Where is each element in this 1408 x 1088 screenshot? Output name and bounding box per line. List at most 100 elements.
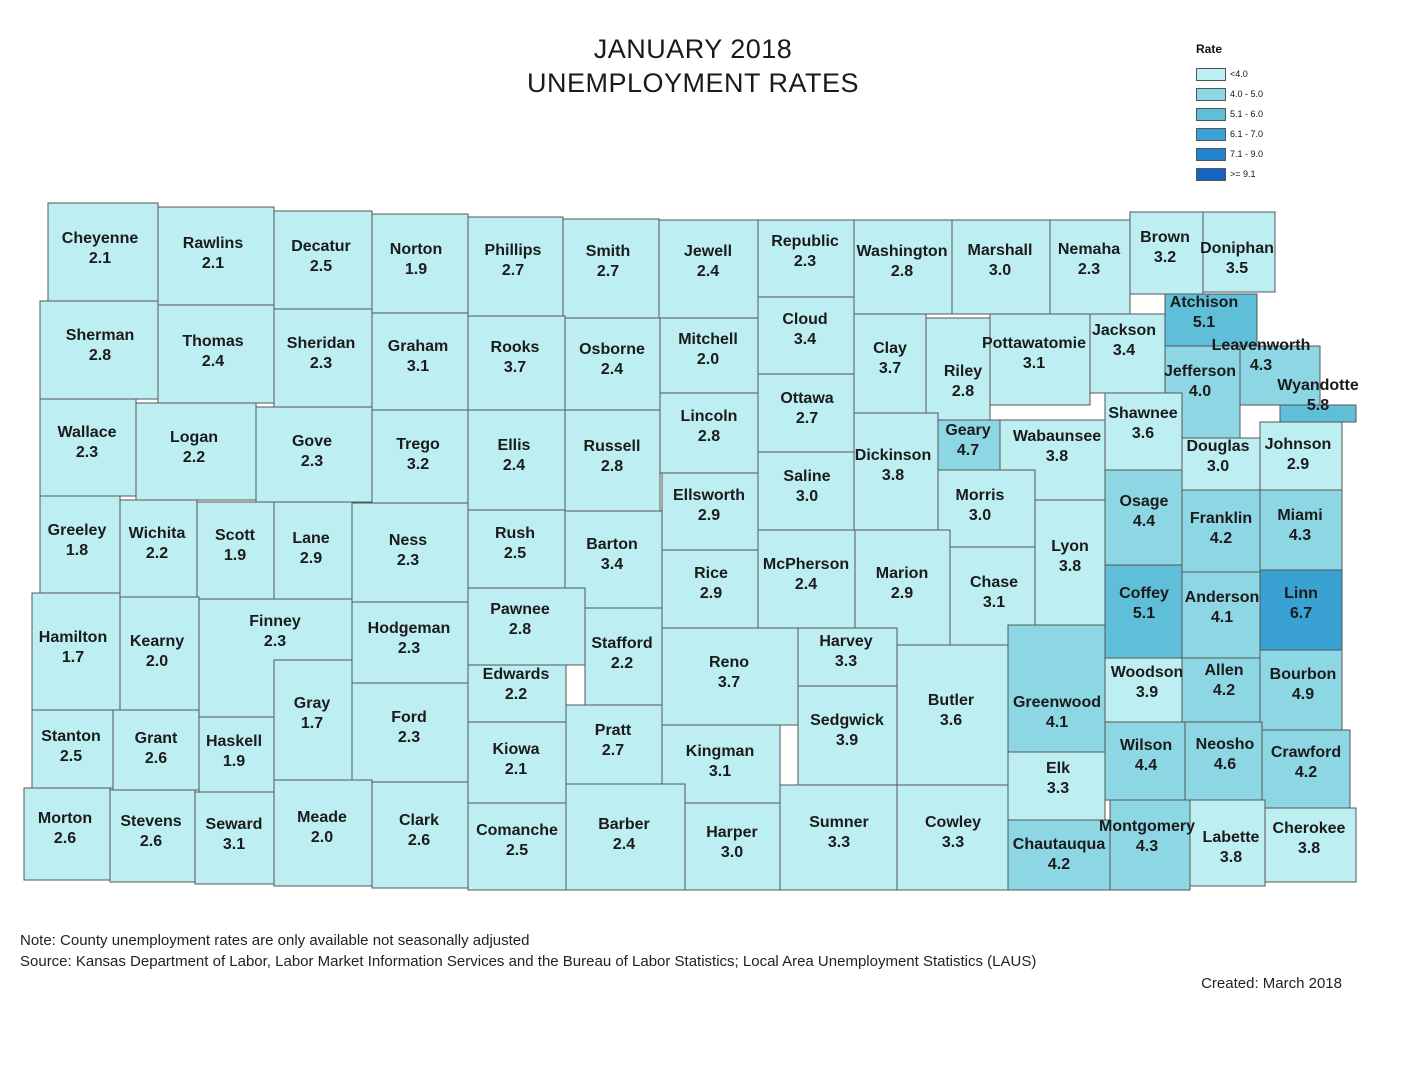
county-rate-label: 4.3 bbox=[1136, 838, 1158, 855]
legend-item: >= 9.1 bbox=[1196, 164, 1263, 184]
county-name-label: Wabaunsee bbox=[1013, 428, 1101, 445]
county-name-label: Brown bbox=[1140, 229, 1190, 246]
county-name-label: Pawnee bbox=[490, 601, 550, 618]
county-rate-label: 4.3 bbox=[1289, 527, 1311, 544]
county-name-label: Ford bbox=[391, 709, 427, 726]
county-name-label: Chase bbox=[970, 574, 1018, 591]
legend-swatch bbox=[1196, 67, 1226, 81]
county-cowley bbox=[896, 784, 1009, 891]
county-rate-label: 2.3 bbox=[264, 633, 286, 650]
counties-layer bbox=[23, 202, 1357, 891]
county-name-label: Shawnee bbox=[1108, 405, 1177, 422]
legend-item: 6.1 - 7.0 bbox=[1196, 124, 1263, 144]
county-name-label: Coffey bbox=[1119, 585, 1169, 602]
county-name-label: Mitchell bbox=[678, 331, 738, 348]
county-name-label: Scott bbox=[215, 527, 256, 544]
legend-swatch bbox=[1196, 107, 1226, 121]
county-rate-label: 2.4 bbox=[503, 457, 525, 474]
county-name-label: Gray bbox=[294, 695, 331, 712]
county-haskell bbox=[198, 716, 275, 793]
county-name-label: Marshall bbox=[968, 242, 1033, 259]
county-rate-label: 2.4 bbox=[795, 576, 817, 593]
county-name-label: Reno bbox=[709, 654, 749, 671]
county-rate-label: 2.4 bbox=[697, 263, 719, 280]
county-name-label: Sedgwick bbox=[810, 712, 884, 729]
county-rate-label: 4.2 bbox=[1295, 764, 1317, 781]
county-name-label: Morton bbox=[38, 810, 92, 827]
county-name-label: Crawford bbox=[1271, 744, 1341, 761]
county-rate-label: 2.7 bbox=[502, 262, 524, 279]
county-clay bbox=[853, 313, 927, 414]
county-barber bbox=[565, 783, 686, 891]
county-name-label: Jefferson bbox=[1164, 363, 1236, 380]
legend-label: 6.1 - 7.0 bbox=[1230, 129, 1264, 139]
legend-title: Rate bbox=[1196, 42, 1223, 56]
county-rate-label: 2.8 bbox=[698, 428, 720, 445]
county-name-label: Kiowa bbox=[492, 741, 539, 758]
county-name-label: Kearny bbox=[130, 633, 184, 650]
county-name-label: Wichita bbox=[129, 525, 186, 542]
county-rate-label: 3.0 bbox=[721, 844, 743, 861]
county-name-label: Allen bbox=[1204, 662, 1243, 679]
county-rate-label: 3.7 bbox=[504, 359, 526, 376]
county-rate-label: 2.8 bbox=[891, 263, 913, 280]
source-text: Source: Kansas Department of Labor, Labo… bbox=[20, 953, 1037, 970]
county-name-label: Marion bbox=[876, 565, 928, 582]
county-name-label: Stevens bbox=[120, 813, 181, 830]
county-name-label: Riley bbox=[944, 363, 982, 380]
county-chautauqua bbox=[1007, 819, 1111, 891]
county-sumner bbox=[779, 784, 898, 891]
county-rate-label: 2.6 bbox=[140, 833, 162, 850]
county-name-label: Bourbon bbox=[1270, 666, 1337, 683]
county-rate-label: 2.1 bbox=[89, 250, 111, 267]
legend-label: 7.1 - 9.0 bbox=[1230, 149, 1264, 159]
county-rate-label: 3.4 bbox=[1113, 342, 1135, 359]
county-rate-label: 2.8 bbox=[89, 347, 111, 364]
county-rate-label: 3.3 bbox=[942, 834, 964, 851]
county-rate-label: 2.0 bbox=[146, 653, 168, 670]
county-name-label: Elk bbox=[1046, 760, 1070, 777]
county-stafford bbox=[584, 607, 663, 706]
county-name-label: Labette bbox=[1203, 829, 1260, 846]
county-rate-label: 2.3 bbox=[310, 355, 332, 372]
county-rate-label: 2.5 bbox=[60, 748, 82, 765]
county-name-label: Rawlins bbox=[183, 235, 244, 252]
county-rate-label: 2.3 bbox=[1078, 261, 1100, 278]
county-name-label: Comanche bbox=[476, 822, 558, 839]
county-lyon bbox=[1034, 499, 1106, 626]
legend-swatch bbox=[1196, 147, 1226, 161]
county-name-label: Barber bbox=[598, 816, 650, 833]
county-kiowa bbox=[467, 721, 567, 804]
county-stevens bbox=[109, 789, 196, 883]
county-rate-label: 1.8 bbox=[66, 542, 88, 559]
county-rate-label: 2.6 bbox=[54, 830, 76, 847]
county-rate-label: 3.8 bbox=[1298, 840, 1320, 857]
county-brown bbox=[1129, 211, 1204, 295]
county-jackson bbox=[1089, 313, 1166, 394]
county-rate-label: 2.3 bbox=[397, 552, 419, 569]
county-shawnee bbox=[1104, 392, 1183, 471]
county-name-label: Pratt bbox=[595, 722, 632, 739]
county-rate-label: 2.6 bbox=[408, 832, 430, 849]
county-rate-label: 3.5 bbox=[1226, 260, 1248, 277]
county-name-label: Seward bbox=[206, 816, 263, 833]
county-rate-label: 2.0 bbox=[697, 351, 719, 368]
county-thomas bbox=[157, 304, 275, 404]
county-name-label: Grant bbox=[135, 730, 178, 747]
county-montgomery bbox=[1109, 799, 1191, 891]
county-name-label: Gove bbox=[292, 433, 332, 450]
county-cheyenne bbox=[47, 202, 159, 302]
county-name-label: Norton bbox=[390, 241, 442, 258]
county-name-label: Jackson bbox=[1092, 322, 1156, 339]
county-name-label: Finney bbox=[249, 613, 301, 630]
county-rate-label: 2.7 bbox=[602, 742, 624, 759]
county-name-label: Haskell bbox=[206, 733, 262, 750]
county-rate-label: 2.3 bbox=[398, 640, 420, 657]
county-leavenworth bbox=[1239, 345, 1321, 406]
county-republic bbox=[757, 219, 855, 298]
county-name-label: Ness bbox=[389, 532, 427, 549]
legend-swatch bbox=[1196, 167, 1226, 181]
county-rate-label: 5.1 bbox=[1133, 605, 1155, 622]
county-rate-label: 2.4 bbox=[601, 361, 623, 378]
